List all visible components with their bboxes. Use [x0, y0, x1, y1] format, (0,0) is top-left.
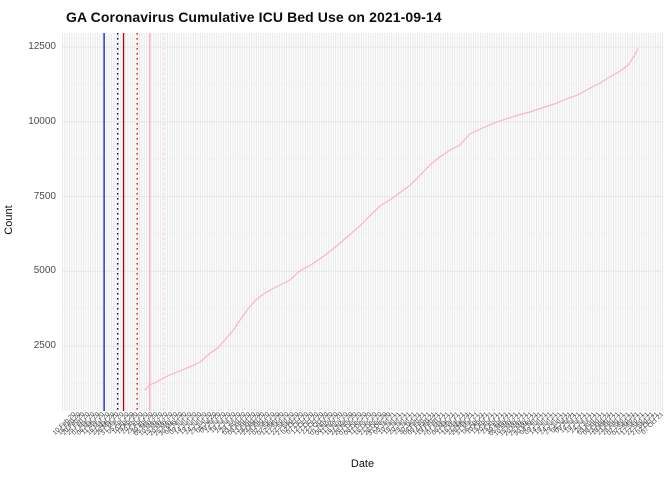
y-axis-title: Count — [3, 205, 15, 235]
series-line-cumulative-icu — [144, 48, 639, 391]
y-tick-label: 12500 — [28, 41, 56, 52]
chart-title: GA Coronavirus Cumulative ICU Bed Use on… — [66, 9, 442, 25]
y-tick-label: 5000 — [33, 265, 56, 276]
y-tick-label: 10000 — [28, 116, 56, 127]
y-tick-label: 7500 — [33, 191, 56, 202]
y-tick-label: 2500 — [33, 340, 56, 351]
x-axis-title: Date — [350, 458, 375, 470]
